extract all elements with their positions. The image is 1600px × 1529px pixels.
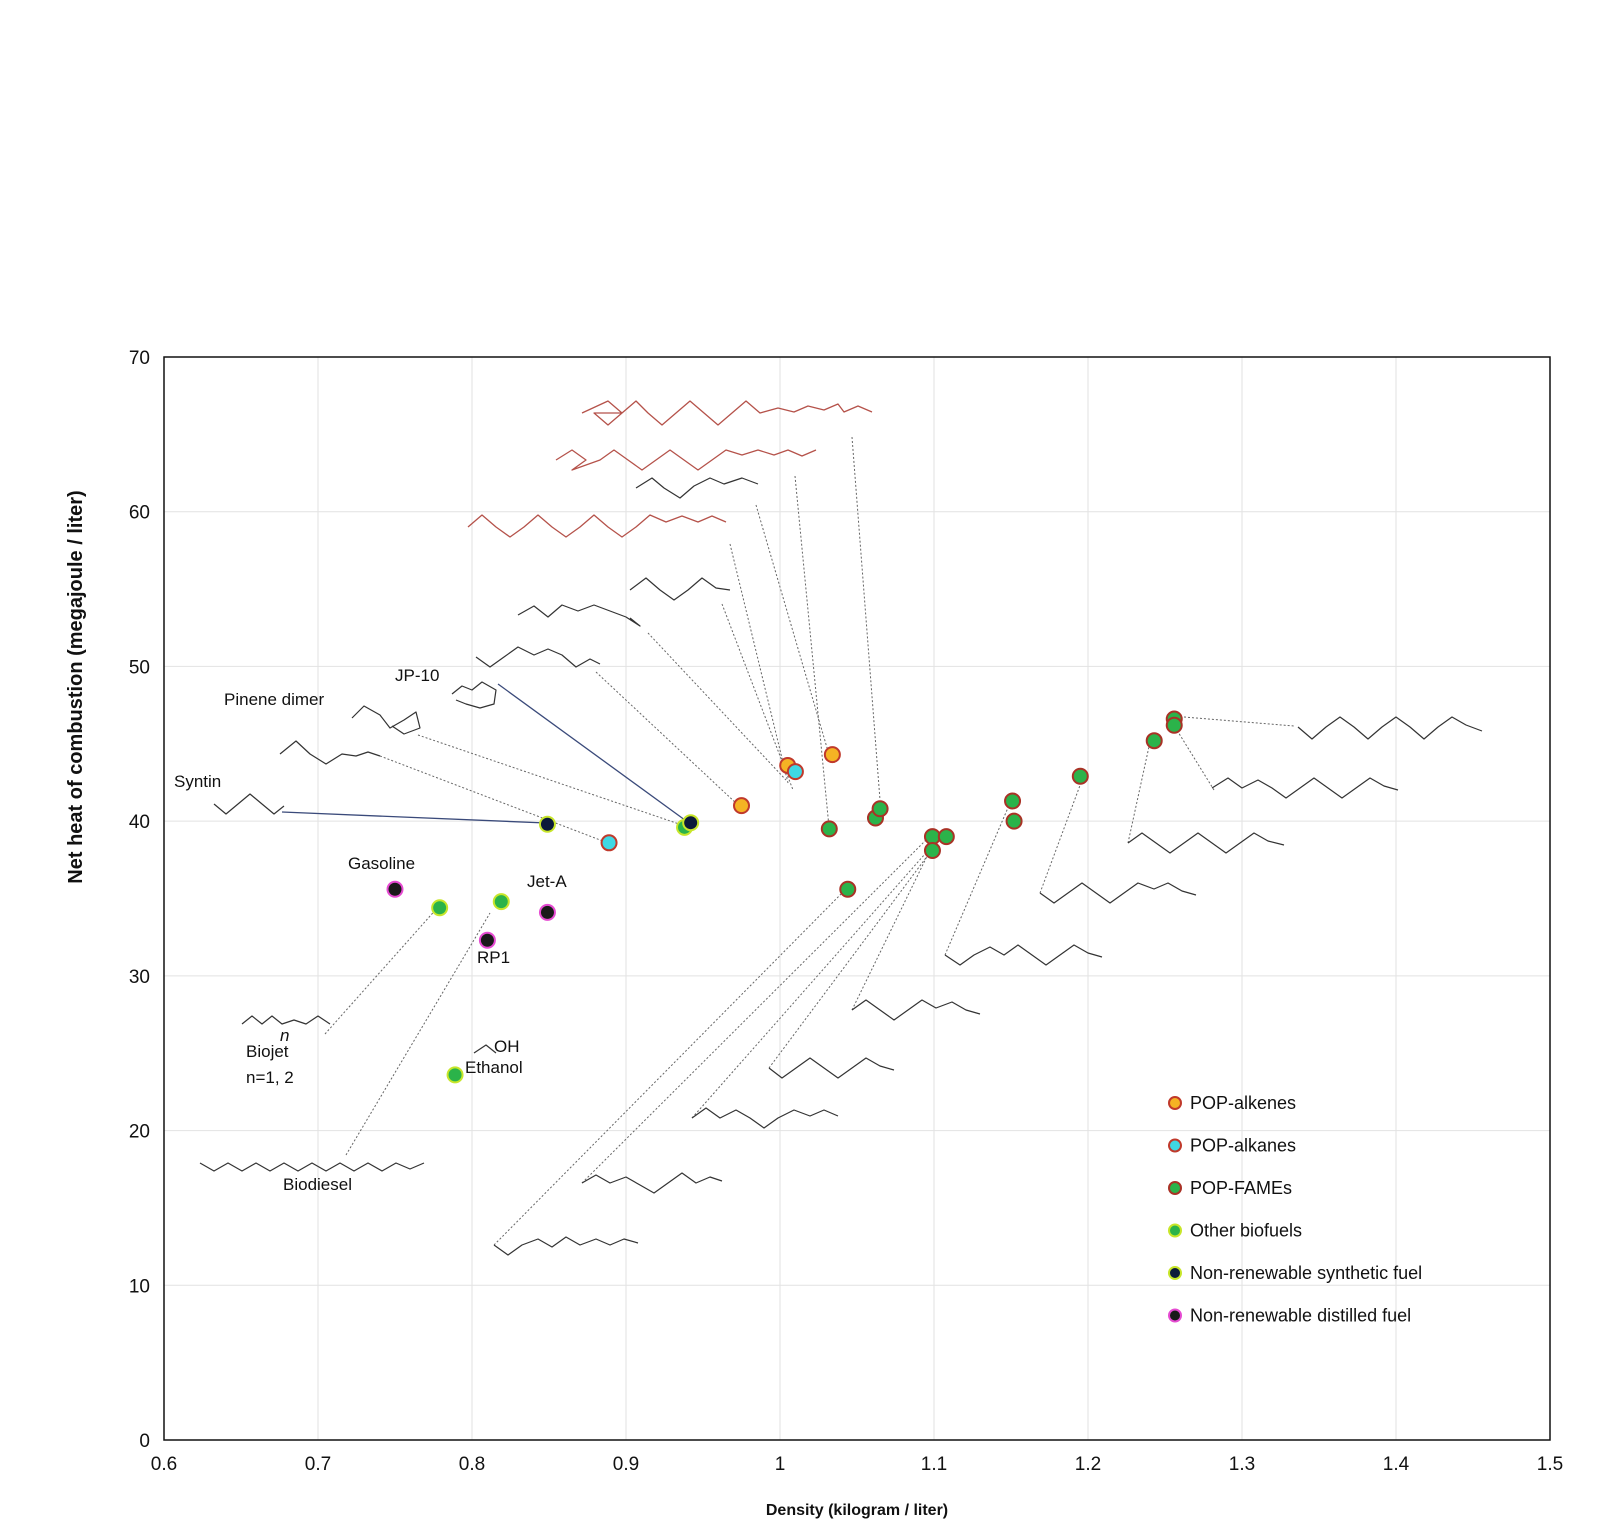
data-point <box>600 834 618 852</box>
x-tick-label: 1.2 <box>1075 1454 1101 1475</box>
y-tick-label: 40 <box>129 812 150 833</box>
legend: POP-alkenes POP-alkanes POP-FAMEs Other bio… <box>1168 1093 1422 1326</box>
annotation-rp1: RP1 <box>477 948 510 967</box>
data-point <box>682 814 700 832</box>
legend-entry: POP-alkenes <box>1190 1093 1296 1113</box>
legend-marker <box>1168 1223 1182 1238</box>
data-point <box>923 842 941 860</box>
annotation-biojet: Biojet <box>246 1042 289 1061</box>
data-point <box>446 1066 464 1084</box>
data-point <box>492 893 510 911</box>
molecule-structures <box>199 400 1483 1256</box>
annotation-ethanol: Ethanol <box>465 1058 523 1077</box>
data-point <box>1165 716 1183 734</box>
data-point <box>1071 767 1089 785</box>
data-point <box>923 828 941 846</box>
annotation-biodiesel: Biodiesel <box>283 1175 352 1194</box>
annotation-syntin: Syntin <box>174 772 221 791</box>
data-point <box>1005 812 1023 830</box>
data-point <box>538 815 556 833</box>
x-tick-labels: 0.6 0.7 0.8 0.9 1 1.1 1.2 1.3 1.4 1.5 <box>151 1454 1563 1475</box>
x-tick-label: 0.7 <box>305 1454 331 1475</box>
x-tick-label: 1.4 <box>1383 1454 1410 1475</box>
leader-lines <box>281 436 1295 1246</box>
x-tick-label: 1.1 <box>921 1454 947 1475</box>
y-tick-label: 30 <box>129 967 150 988</box>
legend-marker <box>1168 1181 1182 1195</box>
x-tick-label: 1.5 <box>1537 1454 1563 1475</box>
data-point <box>386 880 404 898</box>
y-tick-label: 70 <box>129 348 150 369</box>
legend-entry: POP-alkanes <box>1190 1136 1296 1156</box>
legend-entry: Non-renewable distilled fuel <box>1190 1306 1411 1326</box>
y-tick-label: 10 <box>129 1276 150 1297</box>
data-point <box>431 899 449 917</box>
grid-lines <box>164 357 1550 1440</box>
data-point <box>478 931 496 949</box>
y-tick-label: 20 <box>129 1122 150 1143</box>
data-point <box>733 797 750 815</box>
legend-marker <box>1168 1308 1182 1323</box>
annotation-pinene-dimer: Pinene dimer <box>224 690 325 709</box>
data-point <box>538 903 556 921</box>
y-tick-label: 0 <box>139 1431 150 1452</box>
x-tick-label: 1.3 <box>1229 1454 1255 1475</box>
annotation-oh: OH <box>494 1037 520 1056</box>
legend-entry: Other biofuels <box>1190 1221 1302 1241</box>
data-point <box>823 746 841 764</box>
annotation-gasoline: Gasoline <box>348 854 415 873</box>
data-point <box>1145 732 1163 750</box>
data-points <box>386 710 1183 1084</box>
data-point <box>786 763 804 781</box>
y-tick-labels: 0 10 20 30 40 50 60 70 <box>129 348 150 1452</box>
annotation-jp10: JP-10 <box>395 666 439 685</box>
x-axis-title: Density (kilogram / liter) <box>766 1502 948 1519</box>
data-point <box>871 800 889 818</box>
legend-marker <box>1168 1138 1182 1153</box>
annotation-jet-a: Jet-A <box>527 872 567 891</box>
x-tick-label: 0.6 <box>151 1454 177 1475</box>
data-point <box>937 828 955 846</box>
legend-marker <box>1168 1096 1182 1110</box>
data-point <box>839 880 857 898</box>
legend-entry: POP-FAMEs <box>1190 1178 1292 1198</box>
annotation-subscript-n: n <box>280 1026 289 1045</box>
annotation-biojet-n: n=1, 2 <box>246 1068 294 1087</box>
x-tick-label: 1 <box>775 1454 786 1475</box>
annotation-labels: Syntin Pinene dimer JP-10 Gasoline Jet-A… <box>174 666 567 1194</box>
x-tick-label: 0.8 <box>459 1454 485 1475</box>
data-point <box>820 820 838 838</box>
legend-entry: Non-renewable synthetic fuel <box>1190 1263 1422 1283</box>
legend-marker <box>1168 1266 1182 1280</box>
y-tick-label: 50 <box>129 657 150 678</box>
plot-frame <box>163 356 1551 1441</box>
y-tick-label: 60 <box>129 503 150 524</box>
data-point <box>1004 792 1022 810</box>
x-tick-label: 0.9 <box>613 1454 639 1475</box>
y-axis-title: Net heat of combustion (megajoule / lite… <box>65 490 87 883</box>
